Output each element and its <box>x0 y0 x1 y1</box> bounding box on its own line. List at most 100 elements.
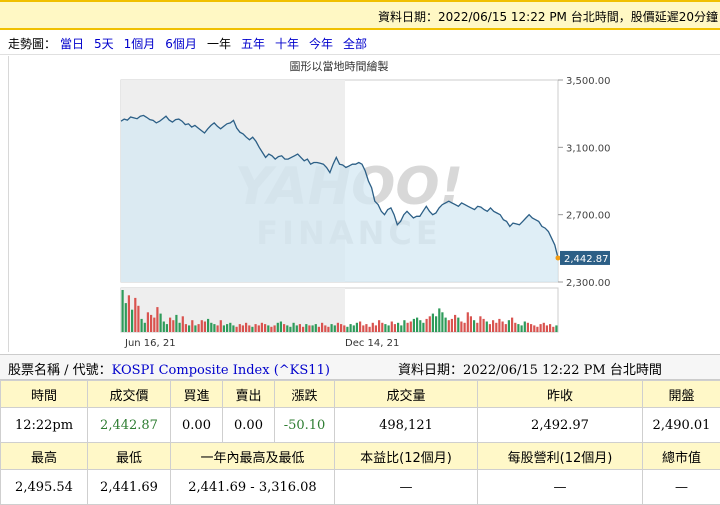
volume-bar <box>470 316 472 332</box>
volume-bar <box>448 320 450 332</box>
volume-bar <box>460 322 462 333</box>
volume-bar <box>128 295 130 332</box>
volume-bar <box>201 320 203 332</box>
volume-bar <box>210 323 212 332</box>
quote-table: 時間 成交價 買進 賣出 漲跌 成交量 昨收 開盤 12:22pm 2,442.… <box>0 380 720 505</box>
volume-bar <box>274 325 276 332</box>
volume-bar <box>530 324 532 332</box>
value-52wk-range: 2,441.69 - 3,316.08 <box>171 470 335 505</box>
volume-bar <box>198 324 200 332</box>
volume-bar <box>467 312 469 332</box>
volume-bar <box>353 325 355 332</box>
volume-bar <box>378 320 380 332</box>
volume-bar <box>229 323 231 332</box>
volume-bar <box>122 290 124 332</box>
volume-bar <box>315 324 317 332</box>
volume-bar <box>277 323 279 332</box>
y-tick-label: 2,700.00 <box>566 211 611 222</box>
volume-bar <box>407 323 409 332</box>
range-option-0[interactable]: 當日 <box>60 35 84 52</box>
range-option-5[interactable]: 五年 <box>241 35 265 52</box>
x-tick-label: Dec 14, 21 <box>345 338 399 349</box>
volume-bar <box>505 324 507 332</box>
volume-bar <box>511 318 513 332</box>
volume-bar <box>270 327 272 332</box>
volume-bar <box>261 323 263 332</box>
volume-bar <box>410 322 412 333</box>
volume-bar <box>533 325 535 332</box>
volume-bar <box>239 324 241 332</box>
range-option-1[interactable]: 5天 <box>94 35 114 52</box>
range-option-3[interactable]: 6個月 <box>165 35 197 52</box>
range-options: 當日 5天 1個月 6個月一年五年十年今年全部 <box>60 35 377 52</box>
value-pe: — <box>335 470 478 505</box>
volume-bar <box>236 327 238 332</box>
volume-bar <box>356 323 358 332</box>
volume-bar <box>318 327 320 332</box>
volume-bar <box>432 314 434 332</box>
volume-bar <box>394 324 396 332</box>
volume-bar <box>185 324 187 332</box>
volume-bar <box>255 324 257 332</box>
volume-bar <box>400 325 402 332</box>
volume-bar <box>134 298 136 332</box>
quote-value-row-2: 2,495.54 2,441.69 2,441.69 - 3,316.08 — … <box>1 470 720 505</box>
range-option-8[interactable]: 全部 <box>343 35 367 52</box>
header-change: 漲跌 <box>275 381 335 408</box>
volume-bar <box>141 319 143 332</box>
volume-bar <box>156 307 158 332</box>
value-eps: — <box>478 470 643 505</box>
volume-bar <box>489 324 491 332</box>
volume-bar <box>454 315 456 332</box>
volume-bar <box>441 312 443 332</box>
range-option-2[interactable]: 1個月 <box>124 35 156 52</box>
header-open: 開盤 <box>643 381 720 408</box>
volume-bar <box>473 320 475 332</box>
value-market-cap: — <box>643 470 720 505</box>
volume-bar <box>486 322 488 333</box>
volume-bar <box>334 325 336 332</box>
header-bid: 買進 <box>171 381 223 408</box>
volume-bar <box>175 315 177 332</box>
volume-bar <box>403 320 405 332</box>
volume-bar <box>125 303 127 332</box>
volume-bar <box>137 306 139 332</box>
value-bid: 0.00 <box>171 408 223 443</box>
x-tick-label: Jun 16, 21 <box>124 338 176 349</box>
volume-bar <box>419 320 421 332</box>
volume-bar <box>517 324 519 332</box>
volume-bar <box>546 325 548 332</box>
volume-bar <box>144 323 146 332</box>
volume-bar <box>422 323 424 332</box>
volume-bar <box>384 324 386 332</box>
volume-bar <box>508 320 510 332</box>
value-high: 2,495.54 <box>1 470 88 505</box>
volume-bar <box>153 318 155 332</box>
chart-title: 圖形以當地時間繪製 <box>290 59 389 73</box>
volume-bar <box>226 324 228 332</box>
value-time: 12:22pm <box>1 408 88 443</box>
header-time: 時間 <box>1 381 88 408</box>
value-price: 2,442.87 <box>88 408 171 443</box>
volume-bar <box>213 324 215 332</box>
range-option-7[interactable]: 今年 <box>309 35 333 52</box>
volume-bar <box>397 323 399 332</box>
volume-bar <box>312 325 314 332</box>
data-notice-text: 資料日期：2022/06/15 12:22 PM 台北時間，股價延遲20分鐘 <box>378 8 718 25</box>
range-option-6[interactable]: 十年 <box>275 35 299 52</box>
range-option-4[interactable]: 一年 <box>207 35 231 52</box>
quote-header-row-2: 最高 最低 一年內最高及最低 本益比(12個月) 每股營利(12個月) 總市值 <box>1 443 720 470</box>
price-chart: 圖形以當地時間繪製YAHOO!FINANCE3,500.003,100.002,… <box>9 56 720 352</box>
volume-bar <box>172 320 174 332</box>
volume-bar <box>207 319 209 332</box>
stock-name-link[interactable]: KOSPI Composite Index (^KS11) <box>112 363 330 378</box>
volume-bar <box>375 325 377 332</box>
volume-bar <box>299 324 301 332</box>
volume-bar <box>521 325 523 332</box>
volume-bar <box>388 325 390 332</box>
volume-bar <box>194 325 196 332</box>
volume-bar <box>242 325 244 332</box>
volume-bar <box>160 314 162 332</box>
header-market-cap: 總市值 <box>643 443 720 470</box>
